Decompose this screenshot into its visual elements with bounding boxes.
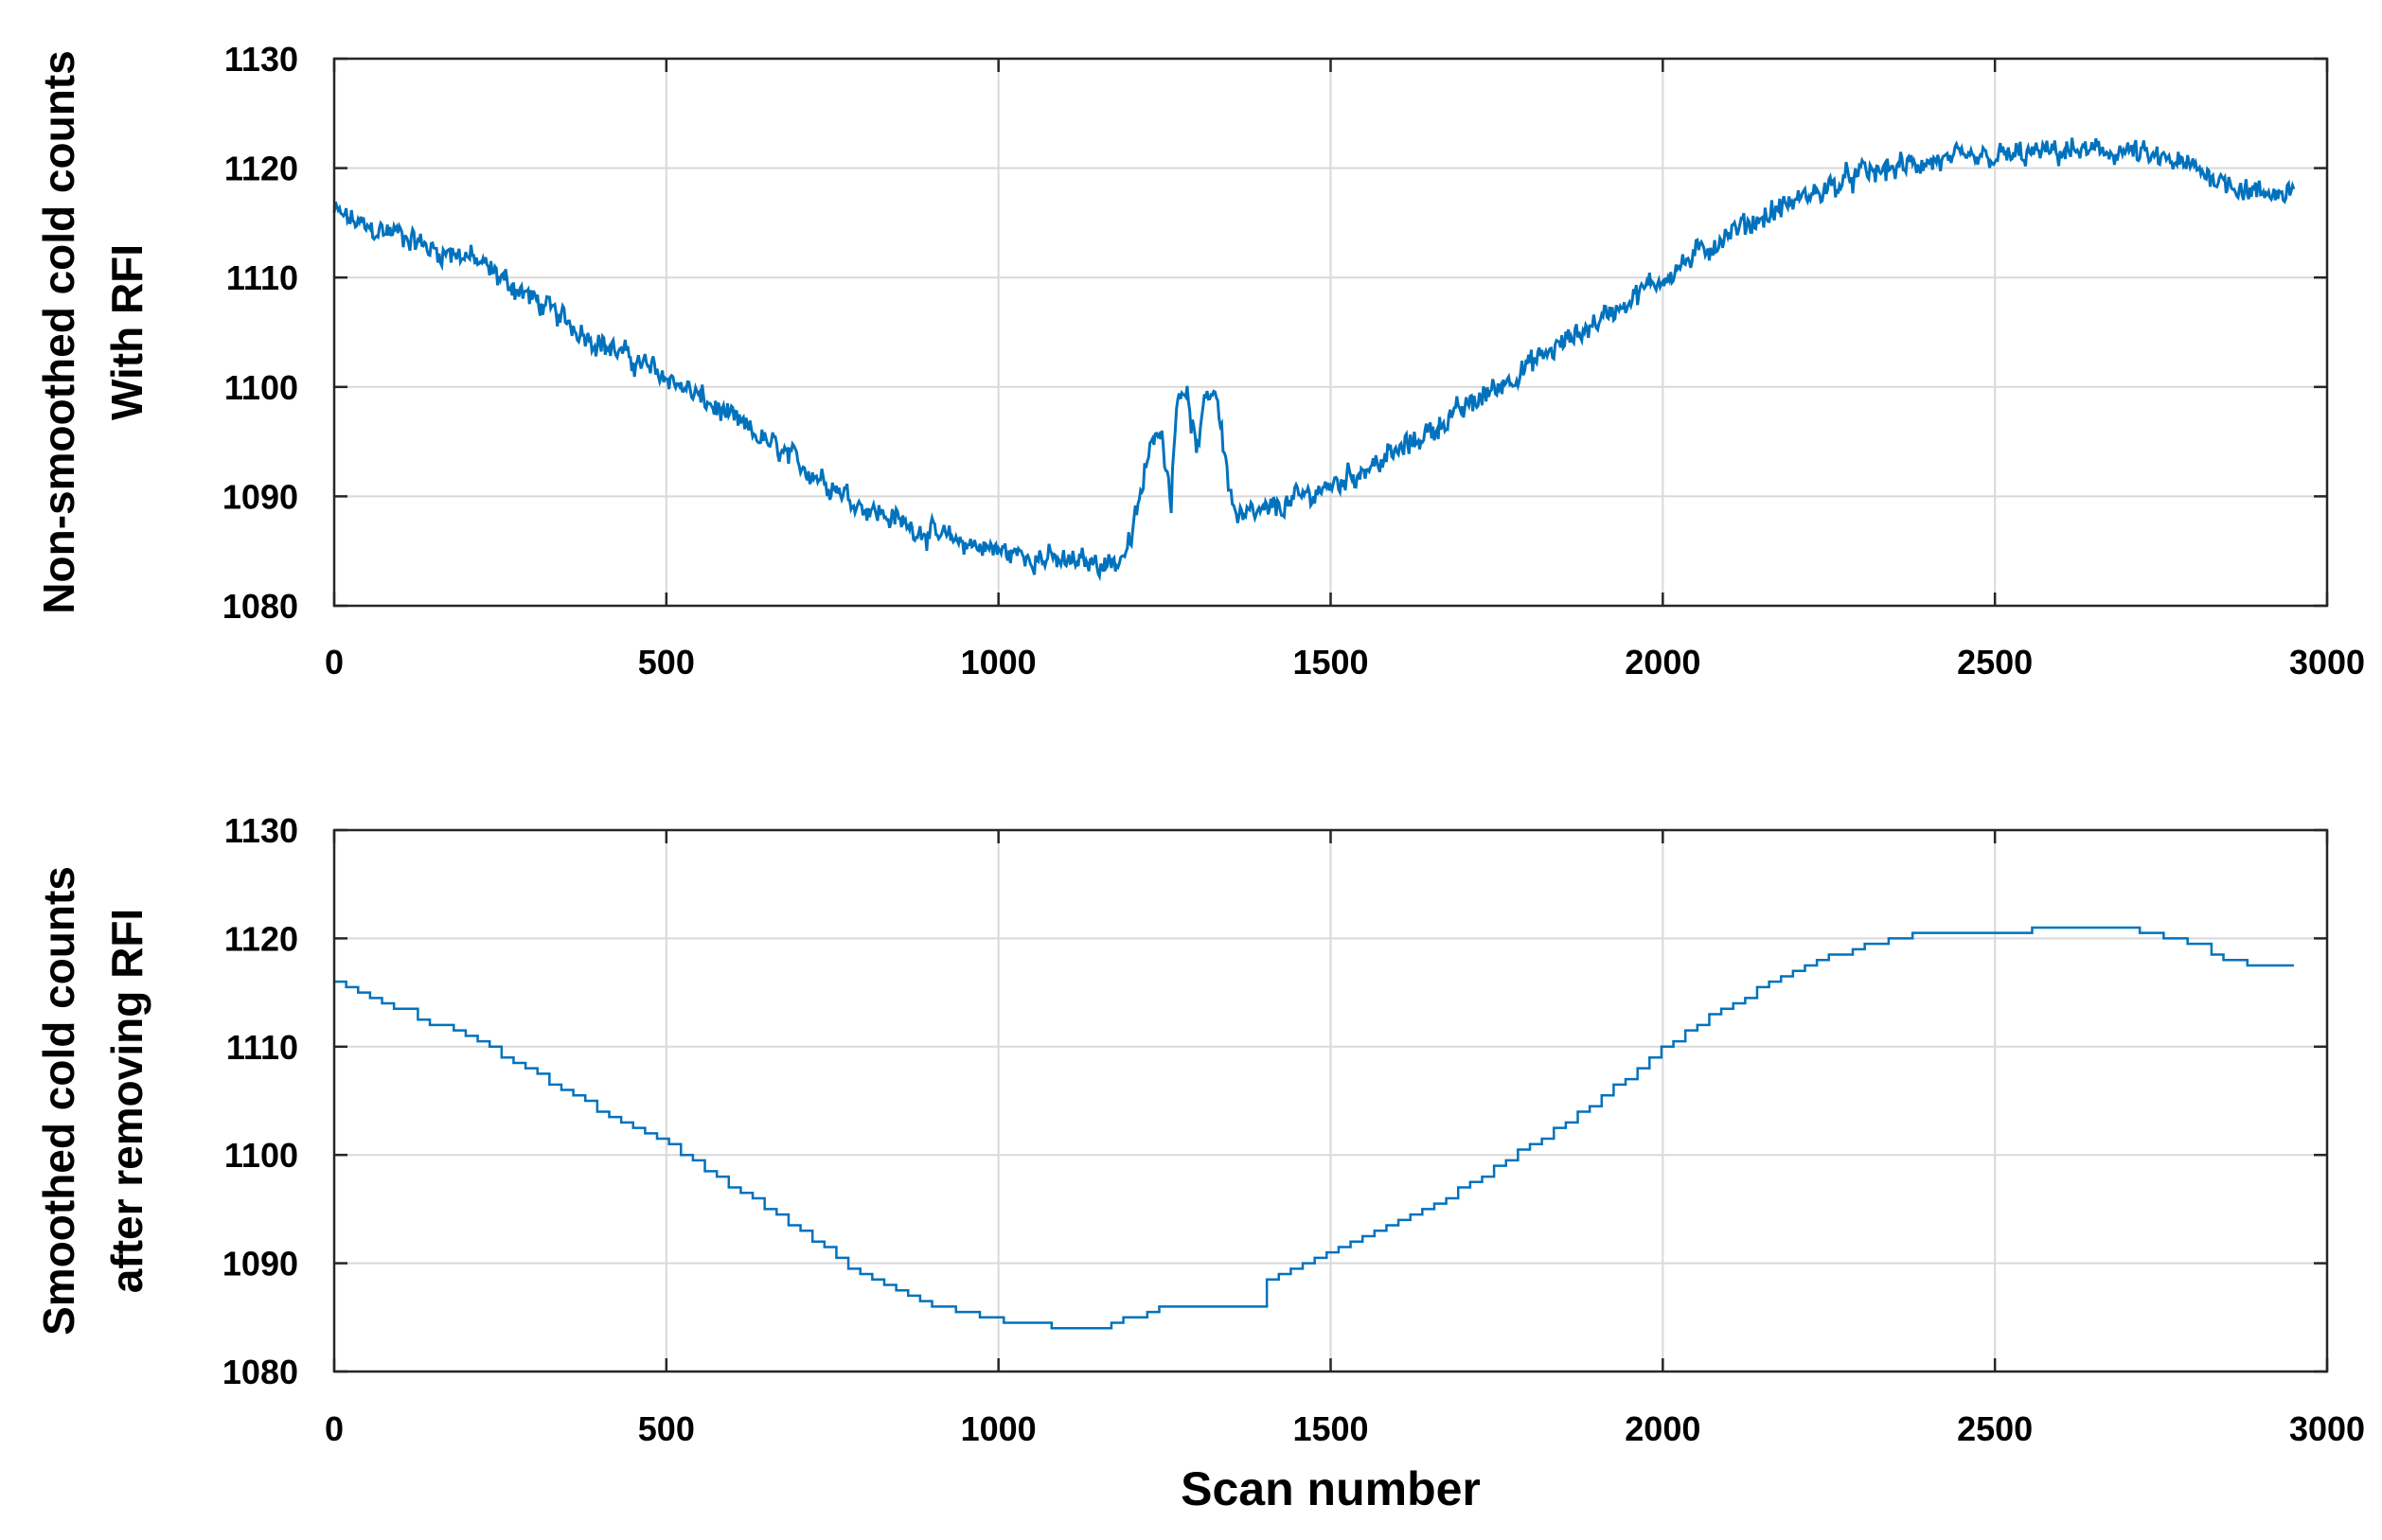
top-chart-grid <box>334 59 2327 606</box>
bottom-chart-ytick-label-1120: 1120 <box>224 919 298 958</box>
bottom-chart-ytick-label-1130: 1130 <box>224 811 298 850</box>
bottom-chart-xtick-label-500: 500 <box>638 1409 695 1448</box>
bottom-chart-ylabel-line-2: after removing RFI <box>102 909 151 1293</box>
top-chart-xtick-label-500: 500 <box>638 643 695 681</box>
top-chart-ytick-label-1100: 1100 <box>224 368 298 407</box>
bottom-chart-xtick-label-0: 0 <box>325 1409 344 1448</box>
bottom-chart-ylabel-line-1: Smoothed cold counts <box>34 866 83 1336</box>
top-chart-ytick-label-1110: 1110 <box>226 258 298 297</box>
top-chart-series-line <box>332 137 2296 582</box>
bottom-chart-ticks: 0 500 1000 1500 2000 2500 3000 1080 1090 1100 1110… <box>222 811 2365 1448</box>
bottom-chart-xtick-label-2500: 2500 <box>1957 1409 2033 1448</box>
top-chart-xtick-label-2000: 2000 <box>1625 643 1700 681</box>
top-chart-xtick-label-1500: 1500 <box>1292 643 1368 681</box>
bottom-chart-xtick-label-3000: 3000 <box>2289 1409 2365 1448</box>
bottom-chart-xtick-label-1500: 1500 <box>1292 1409 1368 1448</box>
bottom-chart-xlabel: Scan number <box>1181 1462 1481 1515</box>
bottom-chart-ytick-label-1090: 1090 <box>222 1245 298 1283</box>
bottom-chart-xtick-label-2000: 2000 <box>1625 1409 1700 1448</box>
top-chart-ytick-label-1090: 1090 <box>222 477 298 516</box>
top-chart-xtick-label-0: 0 <box>325 643 344 681</box>
top-chart-xtick-label-1000: 1000 <box>961 643 1037 681</box>
bottom-chart-xtick-label-1000: 1000 <box>961 1409 1037 1448</box>
top-chart-ytick-label-1080: 1080 <box>222 587 298 626</box>
bottom-chart-series-line <box>334 926 2294 1330</box>
bottom-chart-ytick-label-1080: 1080 <box>222 1353 298 1391</box>
top-chart-xtick-label-2500: 2500 <box>1957 643 2033 681</box>
bottom-chart-ytick-label-1100: 1100 <box>224 1136 298 1175</box>
top-chart-xtick-label-3000: 3000 <box>2289 643 2365 681</box>
top-chart-ylabel-line-1: Non-smoothed cold counts <box>34 50 83 613</box>
top-chart-ticks: 0 500 1000 1500 2000 2500 3000 1080 1090 1100 1110… <box>222 40 2365 681</box>
bottom-chart-panel: 0 500 1000 1500 2000 2500 3000 1080 1090 1100 1110… <box>34 811 2365 1515</box>
bottom-chart-ytick-label-1110: 1110 <box>226 1028 298 1067</box>
top-chart-ytick-label-1130: 1130 <box>224 40 298 79</box>
top-chart-ytick-label-1120: 1120 <box>224 150 298 188</box>
top-chart-ylabel-line-2: With RFI <box>102 244 151 420</box>
top-chart-panel: 0 500 1000 1500 2000 2500 3000 1080 1090 1100 1110… <box>34 40 2365 681</box>
bottom-chart-grid <box>334 830 2327 1372</box>
